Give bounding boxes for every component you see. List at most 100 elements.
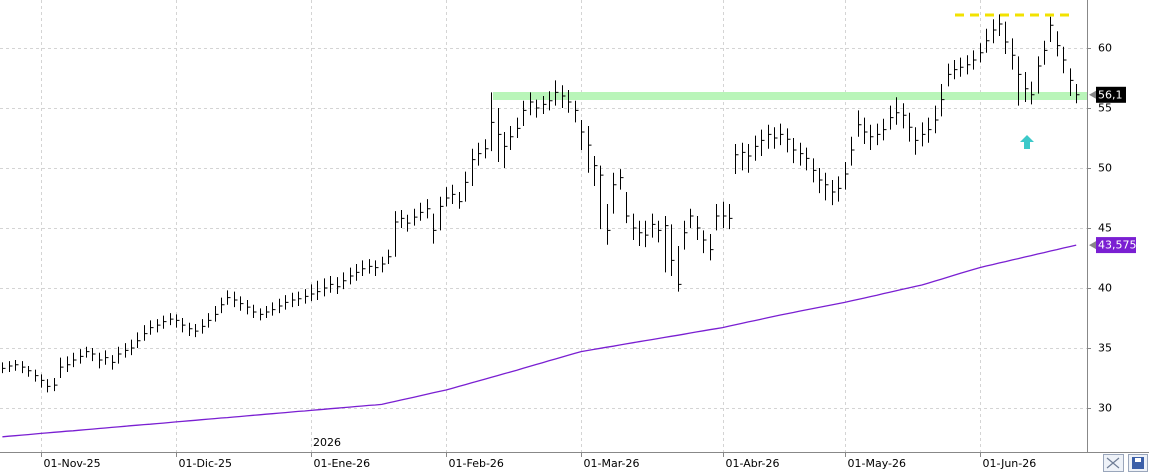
price-bar	[337, 277, 341, 294]
price-bar	[478, 142, 482, 166]
price-bar	[658, 220, 662, 243]
price-bar	[710, 233, 714, 261]
price-bar	[549, 91, 553, 111]
price-bar	[362, 260, 366, 276]
price-bar	[678, 245, 682, 292]
price-marker-notch	[1089, 90, 1096, 99]
price-bar	[41, 374, 45, 388]
price-bar	[266, 305, 270, 318]
price-bar	[459, 191, 463, 209]
price-bar	[1005, 21, 1009, 54]
x-tick-label: 01-Mar-26	[584, 457, 640, 470]
price-bar	[620, 169, 624, 190]
price-bar	[761, 129, 765, 156]
price-bar	[1076, 83, 1080, 104]
price-bar	[420, 202, 424, 221]
price-bar	[240, 296, 244, 311]
price-bar	[954, 59, 958, 80]
price-bar	[86, 346, 90, 358]
price-bar	[47, 379, 51, 393]
x-tick-label: 01-Dic-25	[179, 457, 233, 470]
price-bar	[369, 259, 373, 274]
price-bar	[832, 179, 836, 206]
price-bar	[819, 167, 823, 194]
price-bar	[928, 117, 932, 143]
price-bar	[388, 249, 392, 264]
price-bar	[22, 361, 26, 374]
price-bar	[285, 295, 289, 310]
price-bar	[292, 292, 296, 308]
price-bar	[517, 117, 521, 138]
price-bar	[716, 203, 720, 231]
price-bar	[575, 100, 579, 123]
price-bar	[1050, 16, 1054, 42]
price-bar	[993, 19, 997, 44]
price-bar	[652, 213, 656, 238]
price-bar	[626, 191, 630, 224]
price-bar	[9, 361, 13, 372]
price-bar	[986, 28, 990, 53]
price-bar	[1031, 81, 1035, 105]
save-glyph-label	[1135, 458, 1141, 462]
y-tick-label: 35	[1098, 342, 1112, 355]
price-bar	[498, 107, 502, 162]
price-bar	[639, 220, 643, 246]
price-bar	[118, 346, 122, 364]
zoom-button[interactable]	[1103, 454, 1124, 472]
price-bar	[838, 176, 842, 202]
price-bar	[935, 105, 939, 134]
price-bar	[401, 209, 405, 228]
price-bar	[510, 125, 514, 150]
price-bar	[645, 220, 649, 248]
x-tick-label: 01-Jun-26	[983, 457, 1037, 470]
price-bar	[144, 325, 148, 341]
price-bar	[555, 80, 559, 106]
price-bar	[1044, 40, 1048, 65]
price-bar	[105, 350, 109, 365]
price-bar	[260, 308, 264, 321]
price-bar	[311, 284, 315, 302]
price-bar	[851, 136, 855, 166]
y-tick-label: 45	[1098, 222, 1112, 235]
price-bar	[877, 123, 881, 146]
price-bar	[665, 215, 669, 273]
price-bar	[163, 315, 167, 329]
price-bar	[581, 119, 585, 150]
price-marker-box	[1096, 86, 1126, 103]
price-bar	[633, 213, 637, 240]
price-bar	[472, 148, 476, 186]
price-bar	[967, 55, 971, 75]
price-bar	[99, 352, 103, 369]
price-bar	[858, 110, 862, 137]
y-tick-label: 30	[1098, 402, 1112, 415]
price-bar	[825, 172, 829, 201]
price-bar	[806, 147, 810, 171]
ma-marker-notch	[1089, 241, 1096, 250]
price-bar	[195, 323, 199, 338]
y-tick-label: 50	[1098, 162, 1112, 175]
price-bar	[793, 137, 797, 164]
price-bar	[973, 50, 977, 70]
price-bar	[407, 214, 411, 232]
price-bar	[35, 369, 39, 382]
price-bar	[768, 124, 772, 149]
price-bar	[903, 103, 907, 129]
price-bar	[324, 278, 328, 297]
price-marker-label: 56,1	[1098, 88, 1123, 101]
price-bar	[298, 291, 302, 306]
price-bar	[189, 322, 193, 336]
price-bar	[1025, 71, 1029, 102]
price-bar	[780, 123, 784, 146]
save-button[interactable]	[1128, 454, 1148, 472]
price-bar	[684, 220, 688, 250]
price-bar	[446, 187, 450, 207]
up-arrow	[1020, 135, 1034, 149]
price-bar	[562, 85, 566, 108]
price-bar	[305, 289, 309, 304]
x-tick-label: 01-Abr-26	[726, 457, 780, 470]
price-bar	[922, 122, 926, 147]
price-bar	[465, 171, 469, 202]
price-bar	[427, 199, 431, 219]
